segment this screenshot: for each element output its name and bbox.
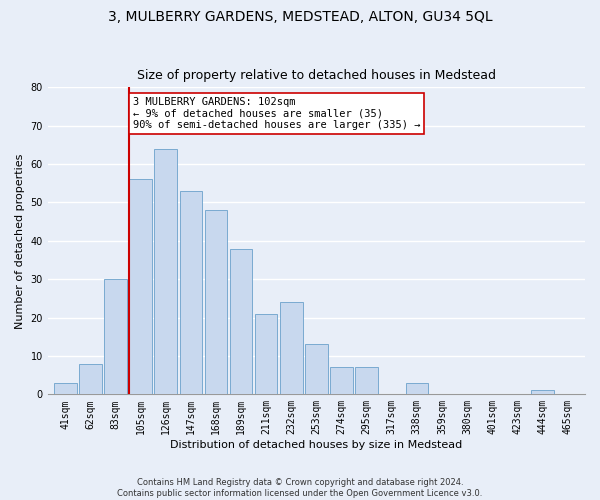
Bar <box>54 383 77 394</box>
Bar <box>130 180 152 394</box>
Title: Size of property relative to detached houses in Medstead: Size of property relative to detached ho… <box>137 69 496 82</box>
Bar <box>79 364 102 394</box>
Y-axis label: Number of detached properties: Number of detached properties <box>15 153 25 328</box>
Bar <box>104 279 127 394</box>
Bar <box>531 390 554 394</box>
Text: 3, MULBERRY GARDENS, MEDSTEAD, ALTON, GU34 5QL: 3, MULBERRY GARDENS, MEDSTEAD, ALTON, GU… <box>107 10 493 24</box>
Bar <box>230 248 253 394</box>
Text: 3 MULBERRY GARDENS: 102sqm
← 9% of detached houses are smaller (35)
90% of semi-: 3 MULBERRY GARDENS: 102sqm ← 9% of detac… <box>133 97 421 130</box>
X-axis label: Distribution of detached houses by size in Medstead: Distribution of detached houses by size … <box>170 440 463 450</box>
Bar <box>406 383 428 394</box>
Bar <box>179 191 202 394</box>
Bar <box>280 302 302 394</box>
Bar <box>255 314 277 394</box>
Bar <box>355 368 378 394</box>
Bar <box>154 148 177 394</box>
Bar <box>205 210 227 394</box>
Bar <box>330 368 353 394</box>
Text: Contains HM Land Registry data © Crown copyright and database right 2024.
Contai: Contains HM Land Registry data © Crown c… <box>118 478 482 498</box>
Bar <box>305 344 328 395</box>
